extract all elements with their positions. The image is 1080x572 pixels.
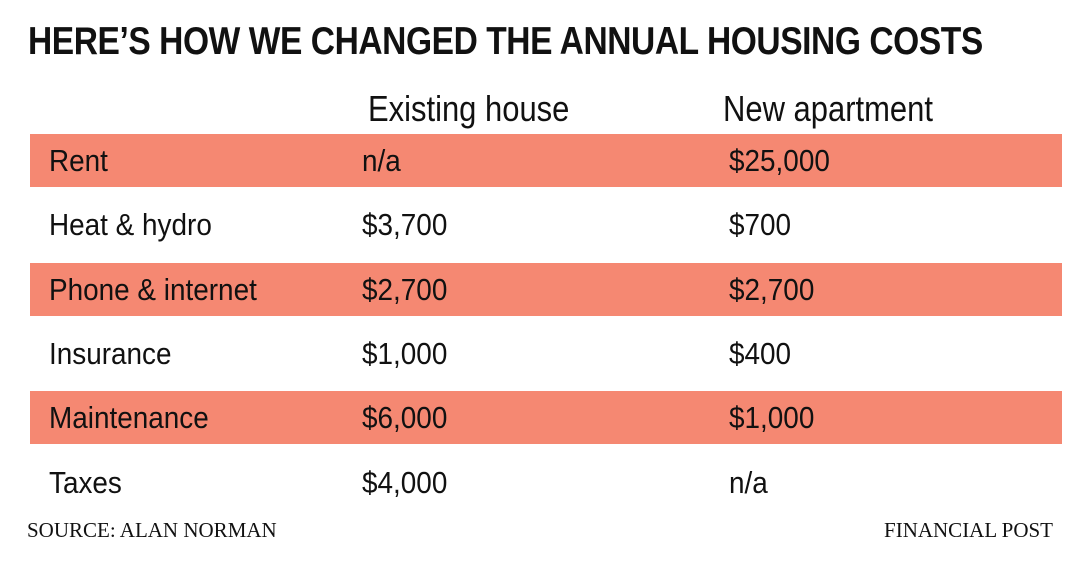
existing-house-value: $2,700 <box>362 271 448 307</box>
table-row: Taxes $4,000 n/a <box>30 456 1062 509</box>
existing-house-value: n/a <box>362 142 401 178</box>
publisher-credit: FINANCIAL POST <box>884 518 1053 542</box>
row-label: Phone & internet <box>49 271 257 307</box>
table-row: Heat & hydro $3,700 $700 <box>30 198 1062 251</box>
new-apartment-value: $2,700 <box>729 271 815 307</box>
row-label: Maintenance <box>49 399 209 435</box>
new-apartment-value: $1,000 <box>729 399 815 435</box>
table-row: Rent n/a $25,000 <box>30 134 1062 187</box>
table-row: Phone & internet $2,700 $2,700 <box>30 263 1062 316</box>
chart-title: HERE’S HOW WE CHANGED THE ANNUAL HOUSING… <box>28 20 983 63</box>
row-label: Insurance <box>49 335 172 371</box>
row-label: Heat & hydro <box>49 206 212 242</box>
column-header-new-apartment: New apartment <box>723 88 933 129</box>
new-apartment-value: n/a <box>729 464 768 500</box>
new-apartment-value: $25,000 <box>729 142 830 178</box>
row-label: Taxes <box>49 464 122 500</box>
column-header-existing-house: Existing house <box>368 88 570 129</box>
new-apartment-value: $700 <box>729 206 792 242</box>
table-row: Maintenance $6,000 $1,000 <box>30 391 1062 444</box>
row-label: Rent <box>49 142 108 178</box>
new-apartment-value: $400 <box>729 335 792 371</box>
existing-house-value: $1,000 <box>362 335 448 371</box>
source-note: SOURCE: ALAN NORMAN <box>27 518 277 542</box>
existing-house-value: $3,700 <box>362 206 448 242</box>
existing-house-value: $4,000 <box>362 464 448 500</box>
existing-house-value: $6,000 <box>362 399 448 435</box>
table-row: Insurance $1,000 $400 <box>30 327 1062 380</box>
